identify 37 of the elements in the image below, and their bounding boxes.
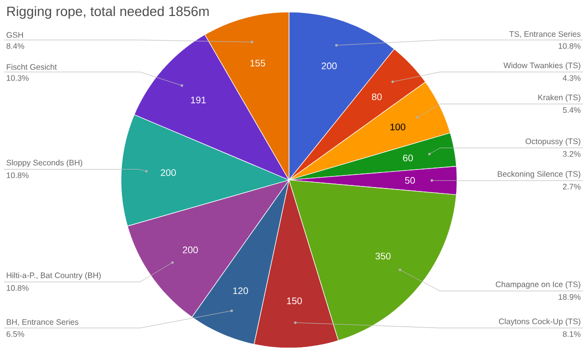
slice-label: TS, Entrance Series	[509, 30, 580, 38]
text: 10.8%	[6, 172, 29, 178]
data-label: 150	[287, 297, 302, 304]
data-label: 200	[160, 169, 176, 176]
data-label: 155	[250, 60, 266, 66]
data-label: 100	[390, 124, 406, 130]
text: 10.3%	[6, 75, 29, 81]
text: 5.4%	[562, 107, 580, 113]
text: 4.3%	[562, 75, 580, 81]
slice-label: Kraken (TS)	[538, 94, 580, 102]
data-label: 200	[182, 246, 198, 254]
data-label: 60	[403, 154, 413, 162]
data-label: 200	[322, 62, 337, 70]
text: 8.4%	[6, 43, 24, 49]
chart-title: Rigging rope, total needed 1856m	[7, 6, 209, 19]
text: 2.7%	[562, 184, 580, 190]
data-label: 120	[233, 287, 248, 294]
slice-label: Widow Twankies (TS)	[503, 62, 580, 70]
text: 10.8%	[6, 285, 29, 291]
slice-label: Octopussy (TS)	[526, 138, 580, 146]
slice-label: GSH	[6, 32, 23, 38]
data-label: 80	[372, 93, 382, 100]
data-label: 350	[375, 252, 391, 260]
slice-label: Beckoning Silence (TS)	[498, 170, 580, 178]
text: 6.5%	[6, 331, 24, 337]
text: 18.9%	[558, 294, 580, 300]
slice-label: Fischt Gesicht	[6, 64, 57, 70]
slice-label: BH, Entrance Series	[6, 318, 78, 326]
slice-label: Sloppy Seconds (BH)	[6, 160, 82, 168]
text: 10.8%	[558, 43, 580, 49]
data-label: 50	[405, 177, 415, 184]
slice-label: Champagne on Ice (TS)	[496, 281, 580, 289]
data-label: 191	[191, 96, 206, 104]
text: 3.2%	[562, 151, 580, 157]
slice-label: Claytons Cock-Up (TS)	[498, 318, 580, 326]
text: 8.1%	[562, 331, 580, 337]
slice-label: Hilti-a-P., Bat Country (BH)	[6, 272, 101, 280]
